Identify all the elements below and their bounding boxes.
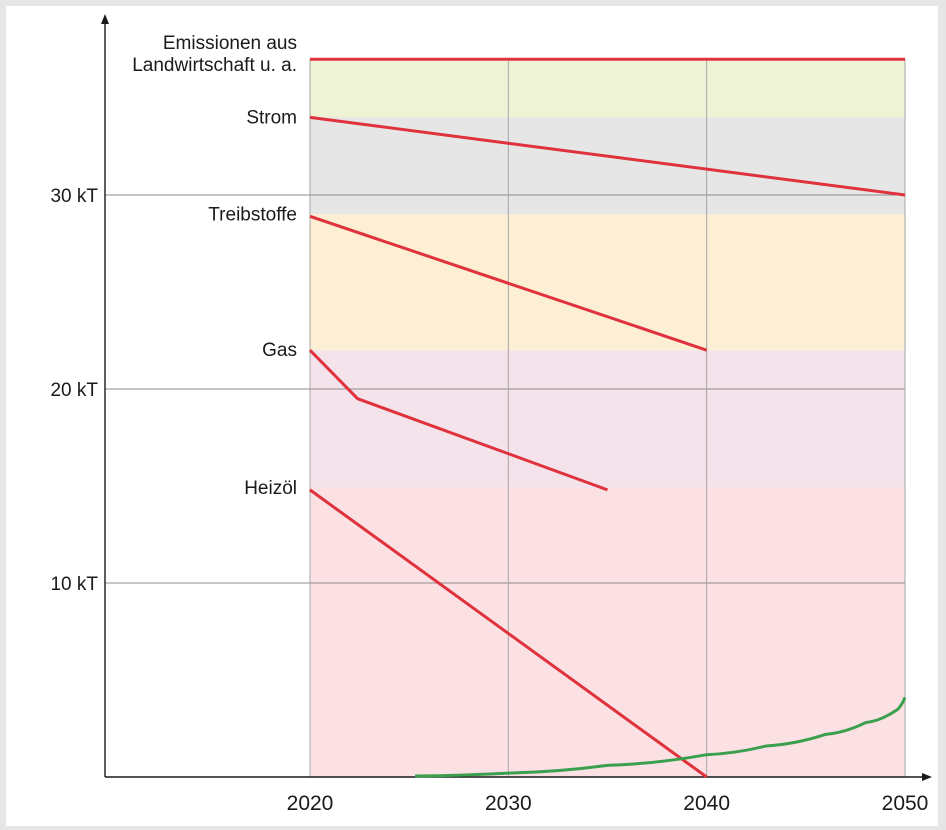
emissions-chart: 10 kT 20 kT 30 kT 2020 2030 2040 2050 Emissione… (50, 14, 932, 815)
chart-frame: 10 kT 20 kT 30 kT 2020 2030 2040 2050 Emissione… (6, 6, 938, 826)
series-line-treibstoffe (309, 214, 708, 352)
x-tick-label: 2040 (683, 792, 730, 815)
y-tick-label: 30 kT (50, 186, 98, 207)
band-1 (310, 117, 905, 215)
band-label: Emissionen aus (163, 33, 297, 54)
band-0 (310, 59, 905, 118)
y-tick-label: 10 kT (50, 574, 98, 595)
x-tick-label: 2050 (882, 792, 929, 815)
y-axis-arrow (101, 14, 109, 24)
series-line-gas (308, 349, 609, 492)
band-label: Landwirtschaft u. a. (132, 55, 297, 76)
y-tick-label: 20 kT (50, 380, 98, 401)
x-axis-arrow (922, 773, 932, 781)
series-line-heizoel (309, 488, 708, 779)
series-line-strom (309, 115, 906, 197)
x-tick-label: 2030 (485, 792, 532, 815)
band-4 (310, 487, 905, 777)
band-2 (310, 214, 905, 351)
band-label: Heizöl (244, 478, 297, 499)
x-tick-label: 2020 (287, 792, 334, 815)
band-3 (310, 350, 905, 488)
band-label: Gas (262, 340, 297, 361)
series-line-green (415, 696, 907, 778)
band-label: Treibstoffe (208, 204, 297, 225)
band-label: Strom (246, 107, 297, 128)
